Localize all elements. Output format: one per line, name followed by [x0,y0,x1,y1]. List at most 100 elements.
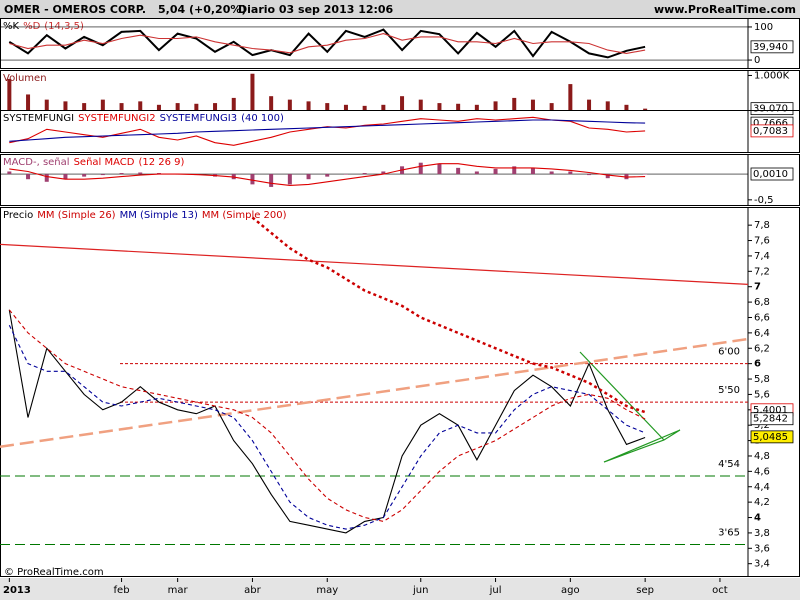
value-box-label: 5,4001 [753,405,788,416]
value-box-label: 39,940 [753,42,788,53]
bar [605,174,610,179]
y-tick-label: 6,2 [754,343,770,354]
legend: %K %D (14,3,5) [3,21,84,32]
bar [138,101,143,110]
bar [231,97,236,110]
x-tick-label: mar [168,585,189,596]
bar [474,104,479,110]
bar [587,99,592,110]
bar [82,103,87,110]
legend-entry: Señal MACD [74,157,135,168]
bar [63,101,68,110]
bar [624,104,629,110]
series-line [8,28,646,59]
bar [549,171,554,175]
legend-entry: SYSTEMFUNGI3 [160,113,237,124]
bar [269,96,274,110]
legend-entry: SYSTEMFUNGI2 [78,113,155,124]
legend: Volumen [3,73,47,84]
y-tick-label: 4,6 [754,466,770,477]
bar [512,97,517,110]
y-tick-label: 5,6 [754,389,770,400]
x-tick-label: 2013 [3,585,31,596]
bar [343,104,348,110]
y-tick-label: 6,4 [754,328,770,339]
bar [175,103,180,110]
legend-entry: Volumen [3,73,47,84]
x-tick-label: abr [244,585,261,596]
legend-entry: %D [23,21,41,32]
legend-entry: %K [3,21,20,32]
bar [250,174,255,185]
bar [250,73,255,110]
bar [306,101,311,110]
legend-title: SYSTEMFUNGI [3,113,74,124]
y-tick-label: 4,8 [754,451,770,462]
bar [400,96,405,110]
symbol: OMER - OMEROS CORP. [4,3,146,16]
y-tick-label: 5,8 [754,374,770,385]
bar [418,162,423,175]
value-box [750,102,794,116]
legend-params: (40 100) [241,113,284,124]
bar [474,171,479,175]
y-tick-label: 6 [754,359,761,370]
bar [493,168,498,175]
y-tick-label: -0,5 [754,195,774,206]
y-tick-label: 7,8 [754,220,770,231]
bar [287,99,292,110]
y-tick-label: 3,6 [754,543,770,554]
y-tick-label: 7,4 [754,251,770,262]
bar [119,103,124,110]
y-tick-label: 4,2 [754,497,770,508]
bar [156,173,161,175]
bar [325,103,330,110]
bar [493,101,498,110]
series-line [9,163,646,186]
y-tick-label: 3,8 [754,528,770,539]
level-label: 3'65 [718,527,740,538]
bar [213,103,218,110]
legend: Precio MM (Simple 26) MM (Simple 13) MM (Si… [3,210,287,221]
level-label: 4'54 [718,459,740,470]
bar [26,174,31,180]
value-box-label: 0,7666 [753,118,788,129]
y-tick-label: 7 [754,282,761,293]
y-tick-label: 7,2 [754,266,770,277]
series-line [8,324,646,530]
x-axis-bar [0,578,800,600]
y-tick-label: 0 [754,55,760,66]
bar [306,174,311,180]
bar [568,171,573,175]
x-tick-label: feb [114,585,130,596]
value-box-label: 5,2842 [753,414,788,425]
series-line [9,119,646,142]
y-tick-label: 6,8 [754,297,770,308]
y-tick-label: 7,6 [754,236,770,247]
bar [156,104,161,110]
value-box [750,412,794,426]
bar [100,174,105,176]
value-box-label: 0,0010 [753,169,788,180]
bar [362,173,367,175]
value-box-label: 5,0485 [753,432,788,443]
series-line [8,309,646,534]
series-line [251,216,646,414]
bar [643,108,648,110]
x-tick-label: ago [561,585,580,596]
bar [605,101,610,110]
legend-entry: MM (Simple 200) [202,210,287,221]
triangle-pattern [579,351,665,441]
bar [7,78,12,110]
bar [325,174,330,177]
bar [100,99,105,110]
bar [456,167,461,175]
value-box [750,430,794,444]
bar [26,94,31,110]
value-box-label: 0,7083 [753,126,788,137]
bar [512,166,517,175]
bar [287,174,292,185]
site: www.ProRealTime.com [654,3,796,16]
bar [119,173,124,175]
bar [7,171,12,175]
